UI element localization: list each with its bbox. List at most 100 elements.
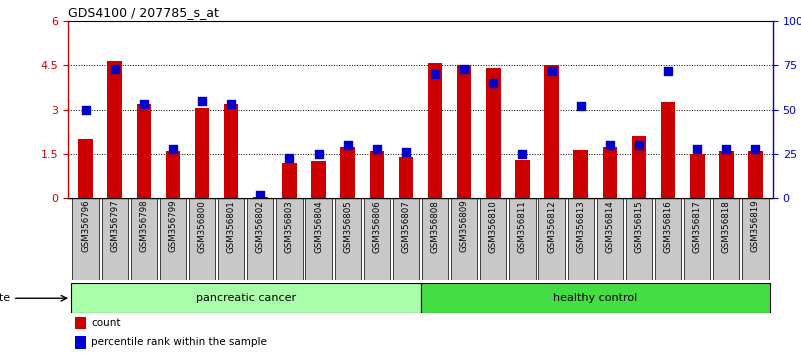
FancyBboxPatch shape <box>189 198 215 280</box>
Text: GSM356803: GSM356803 <box>285 200 294 253</box>
Text: GSM356798: GSM356798 <box>139 200 148 252</box>
Text: GSM356817: GSM356817 <box>693 200 702 253</box>
Text: GSM356807: GSM356807 <box>401 200 410 253</box>
Bar <box>632 136 646 198</box>
Bar <box>545 65 559 198</box>
Text: GSM356797: GSM356797 <box>111 200 119 252</box>
FancyBboxPatch shape <box>102 198 128 280</box>
Bar <box>75 336 86 349</box>
FancyBboxPatch shape <box>305 198 332 280</box>
FancyBboxPatch shape <box>364 198 390 280</box>
Bar <box>369 151 384 198</box>
Text: percentile rank within the sample: percentile rank within the sample <box>91 337 268 348</box>
FancyBboxPatch shape <box>218 198 244 280</box>
Text: GSM356815: GSM356815 <box>634 200 643 253</box>
FancyBboxPatch shape <box>626 198 652 280</box>
FancyBboxPatch shape <box>335 198 360 280</box>
Bar <box>282 163 296 198</box>
Bar <box>428 63 442 198</box>
Bar <box>602 147 617 198</box>
Text: GSM356806: GSM356806 <box>372 200 381 253</box>
Text: GSM356796: GSM356796 <box>81 200 90 252</box>
Point <box>138 102 151 107</box>
FancyBboxPatch shape <box>422 198 449 280</box>
Bar <box>136 104 151 198</box>
Text: pancreatic cancer: pancreatic cancer <box>195 293 296 303</box>
Bar <box>312 161 326 198</box>
Text: count: count <box>91 318 121 328</box>
Text: GSM356799: GSM356799 <box>168 200 178 252</box>
Point <box>690 146 703 152</box>
Text: GSM356814: GSM356814 <box>606 200 614 253</box>
Text: GSM356810: GSM356810 <box>489 200 498 253</box>
Text: GSM356804: GSM356804 <box>314 200 323 253</box>
Bar <box>719 151 734 198</box>
Point <box>312 151 325 157</box>
FancyBboxPatch shape <box>451 198 477 280</box>
Point <box>487 80 500 86</box>
FancyBboxPatch shape <box>684 198 710 280</box>
Text: GSM356816: GSM356816 <box>663 200 673 253</box>
FancyBboxPatch shape <box>276 198 303 280</box>
Text: GSM356811: GSM356811 <box>518 200 527 253</box>
Point <box>400 149 413 155</box>
Point <box>720 146 733 152</box>
Text: GSM356809: GSM356809 <box>460 200 469 252</box>
FancyBboxPatch shape <box>481 198 506 280</box>
Bar <box>107 61 122 198</box>
Point <box>79 107 92 113</box>
Point <box>225 102 238 107</box>
Point <box>516 151 529 157</box>
Point <box>545 68 558 74</box>
Bar <box>224 104 239 198</box>
FancyBboxPatch shape <box>131 198 157 280</box>
Text: GSM356813: GSM356813 <box>576 200 586 253</box>
Bar <box>574 149 588 198</box>
Point <box>283 155 296 160</box>
Text: GSM356802: GSM356802 <box>256 200 265 253</box>
FancyBboxPatch shape <box>72 198 99 280</box>
Text: GSM356801: GSM356801 <box>227 200 235 253</box>
Point <box>370 146 383 152</box>
Point <box>574 103 587 109</box>
FancyBboxPatch shape <box>71 283 421 313</box>
Point <box>195 98 208 104</box>
Point <box>633 142 646 148</box>
FancyBboxPatch shape <box>421 283 770 313</box>
Bar <box>75 317 86 329</box>
Bar <box>340 147 355 198</box>
FancyBboxPatch shape <box>597 198 623 280</box>
Point <box>749 146 762 152</box>
Text: GSM356818: GSM356818 <box>722 200 731 253</box>
Text: GSM356819: GSM356819 <box>751 200 760 252</box>
Point <box>429 72 441 77</box>
Bar <box>661 102 675 198</box>
Point <box>662 68 674 74</box>
Point <box>603 142 616 148</box>
Point <box>341 142 354 148</box>
Bar <box>253 197 268 198</box>
Bar <box>399 157 413 198</box>
Text: GSM356805: GSM356805 <box>343 200 352 253</box>
Bar <box>78 139 93 198</box>
Text: disease state: disease state <box>0 293 10 303</box>
Bar <box>486 68 501 198</box>
Bar <box>748 151 763 198</box>
FancyBboxPatch shape <box>248 198 273 280</box>
Bar <box>195 108 209 198</box>
FancyBboxPatch shape <box>655 198 681 280</box>
Bar <box>457 65 472 198</box>
Text: GSM356800: GSM356800 <box>198 200 207 253</box>
FancyBboxPatch shape <box>538 198 565 280</box>
Text: healthy control: healthy control <box>553 293 638 303</box>
Point <box>108 66 121 72</box>
Point <box>167 146 179 152</box>
FancyBboxPatch shape <box>509 198 536 280</box>
FancyBboxPatch shape <box>160 198 186 280</box>
FancyBboxPatch shape <box>743 198 769 280</box>
Point <box>254 192 267 198</box>
FancyBboxPatch shape <box>713 198 739 280</box>
Text: GSM356812: GSM356812 <box>547 200 556 253</box>
FancyBboxPatch shape <box>568 198 594 280</box>
Bar <box>166 151 180 198</box>
